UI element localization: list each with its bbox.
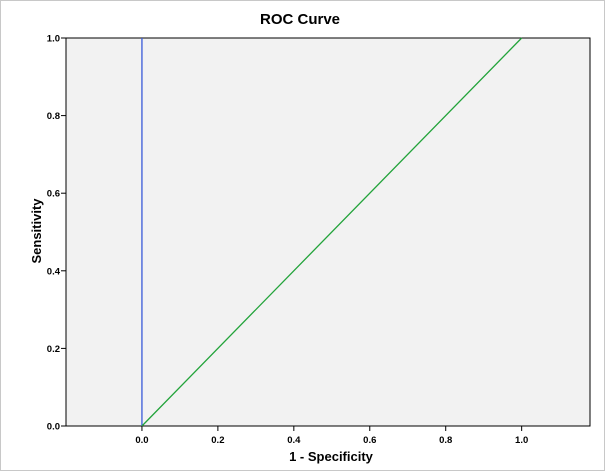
x-axis-label: 1 - Specificity bbox=[289, 449, 374, 464]
series-line-1 bbox=[141, 37, 523, 427]
series-layer bbox=[141, 37, 523, 427]
x-tick-label: 0.8 bbox=[439, 435, 452, 446]
y-tick-label: 0.0 bbox=[47, 422, 60, 433]
x-tick-label: 0.2 bbox=[211, 435, 224, 446]
y-tick-label: 0.4 bbox=[47, 266, 61, 277]
x-tick-label: 1.0 bbox=[515, 435, 528, 446]
plot-area bbox=[65, 37, 591, 427]
x-tick-label: 0.4 bbox=[287, 435, 301, 446]
x-tick-label: 0.6 bbox=[363, 435, 376, 446]
y-tick-label: 0.2 bbox=[47, 344, 60, 355]
x-tick-label: 0.0 bbox=[135, 435, 148, 446]
y-tick-label: 0.8 bbox=[47, 111, 60, 122]
x-axis: 0.0 0.2 0.4 0.6 0.8 1.0 bbox=[135, 426, 528, 446]
y-axis: 0.0 0.2 0.4 0.6 0.8 1.0 bbox=[47, 34, 66, 433]
y-tick-label: 0.6 bbox=[47, 189, 60, 200]
chart-title: ROC Curve bbox=[260, 11, 340, 28]
y-axis-label: Sensitivity bbox=[29, 198, 44, 264]
y-tick-label: 1.0 bbox=[47, 34, 60, 45]
